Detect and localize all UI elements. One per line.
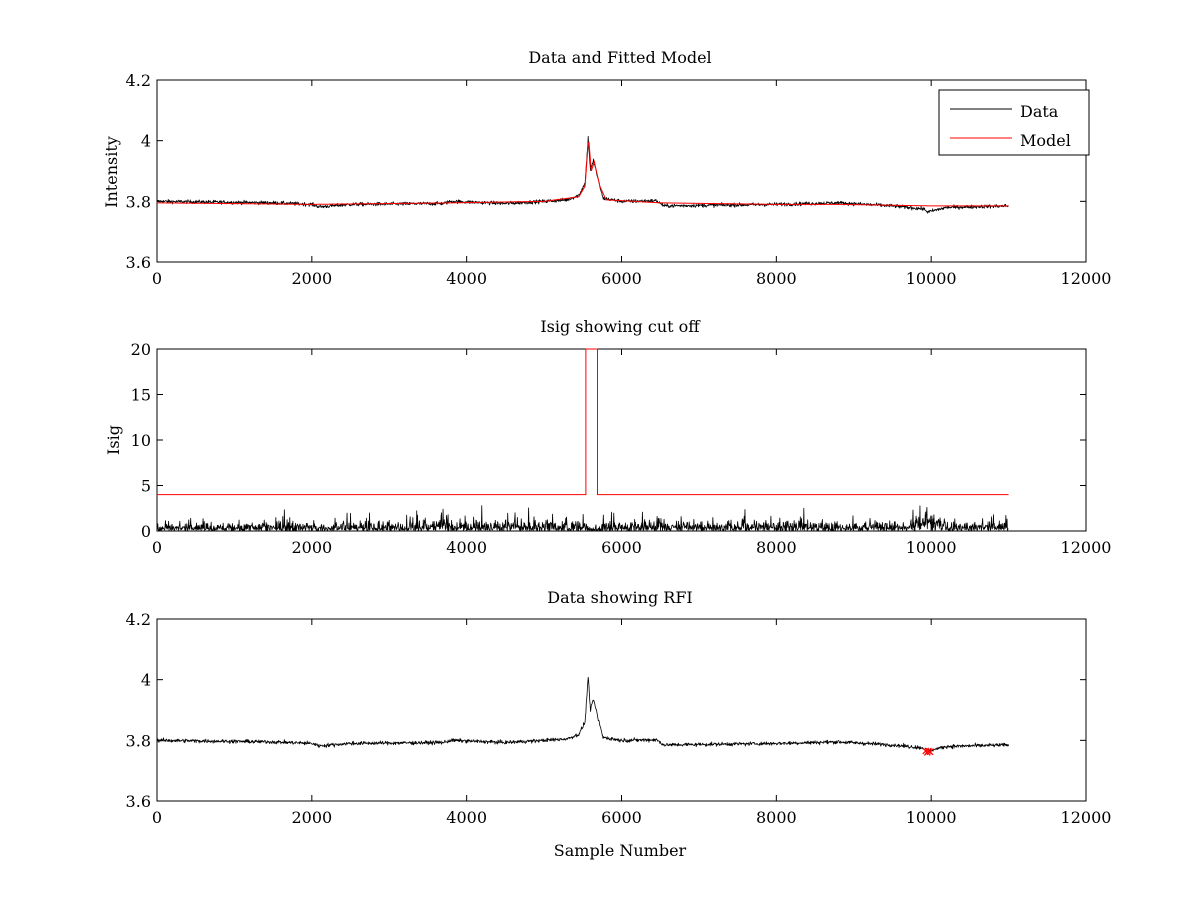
y-tick-label: 3.8 — [126, 731, 151, 750]
subplot-3-title: Data showing RFI — [547, 588, 692, 607]
subplot-3-xlabel: Sample Number — [554, 841, 687, 860]
y-tick-label: 15 — [131, 386, 151, 405]
x-tick-label: 2000 — [291, 269, 332, 288]
x-tick-label: 4000 — [446, 538, 487, 557]
y-tick-label: 3.6 — [126, 253, 151, 272]
x-tick-label: 8000 — [756, 269, 797, 288]
x-tick-label: 0 — [152, 269, 162, 288]
legend-model-label: Model — [1020, 131, 1071, 150]
y-tick-label: 4 — [141, 132, 151, 151]
x-tick-label: 10000 — [906, 269, 957, 288]
rfi-marker — [926, 748, 934, 756]
x-tick-label: 10000 — [906, 538, 957, 557]
x-tick-label: 4000 — [446, 269, 487, 288]
y-tick-label: 10 — [131, 431, 151, 450]
x-tick-label: 12000 — [1061, 808, 1112, 827]
x-tick-label: 6000 — [601, 808, 642, 827]
legend-box — [938, 89, 1090, 156]
series-model-line — [156, 141, 1009, 207]
y-tick-label: 20 — [131, 340, 151, 359]
series-data-line — [156, 676, 1009, 752]
x-tick-label: 2000 — [291, 538, 332, 557]
legend-data-label: Data — [1020, 102, 1059, 121]
x-tick-label: 12000 — [1061, 269, 1112, 288]
y-tick-label: 3.8 — [126, 192, 151, 211]
x-tick-label: 8000 — [756, 538, 797, 557]
subplot-1-plot-area: 0 2000 4000 6000 8000 10000 12000 3.6 3.8 4 4.2 — [126, 71, 1112, 288]
legend: Data Model — [938, 89, 1090, 156]
x-tick-label: 12000 — [1061, 538, 1112, 557]
x-tick-label: 8000 — [756, 808, 797, 827]
x-tick-label: 4000 — [446, 808, 487, 827]
subplot-2-ylabel: Isig — [104, 425, 123, 455]
subplot-2: Isig showing cut off Isig 0 2000 4000 6000 8… — [104, 317, 1111, 557]
y-tick-label: 4.2 — [126, 610, 151, 629]
x-tick-label: 0 — [152, 538, 162, 557]
series-cut-off-line — [157, 348, 1009, 496]
series-isig-line — [156, 505, 1009, 532]
subplot-2-plot-area: 0 2000 4000 6000 8000 10000 12000 0 5 10 15 20 — [131, 340, 1112, 557]
x-tick-label: 2000 — [291, 808, 332, 827]
x-tick-label: 6000 — [601, 538, 642, 557]
y-tick-label: 5 — [141, 477, 151, 496]
subplot-1: Data and Fitted Model Intensity 0 2000 400… — [102, 48, 1111, 288]
y-tick-label: 3.6 — [126, 792, 151, 811]
x-tick-label: 0 — [152, 808, 162, 827]
subplot-1-ylabel: Intensity — [102, 136, 121, 208]
subplot-3: Data showing RFI 0 2000 4000 6000 8000 10000 1… — [126, 588, 1112, 860]
subplot-1-title: Data and Fitted Model — [528, 48, 711, 67]
y-tick-label: 0 — [141, 522, 151, 541]
y-tick-label: 4 — [141, 671, 151, 690]
subplot-3-plot-area: 0 2000 4000 6000 8000 10000 12000 3.6 3.8 4 4.2 — [126, 610, 1112, 827]
subplot-2-title: Isig showing cut off — [540, 317, 701, 336]
x-tick-label: 6000 — [601, 269, 642, 288]
x-tick-label: 10000 — [906, 808, 957, 827]
y-tick-label: 4.2 — [126, 71, 151, 90]
